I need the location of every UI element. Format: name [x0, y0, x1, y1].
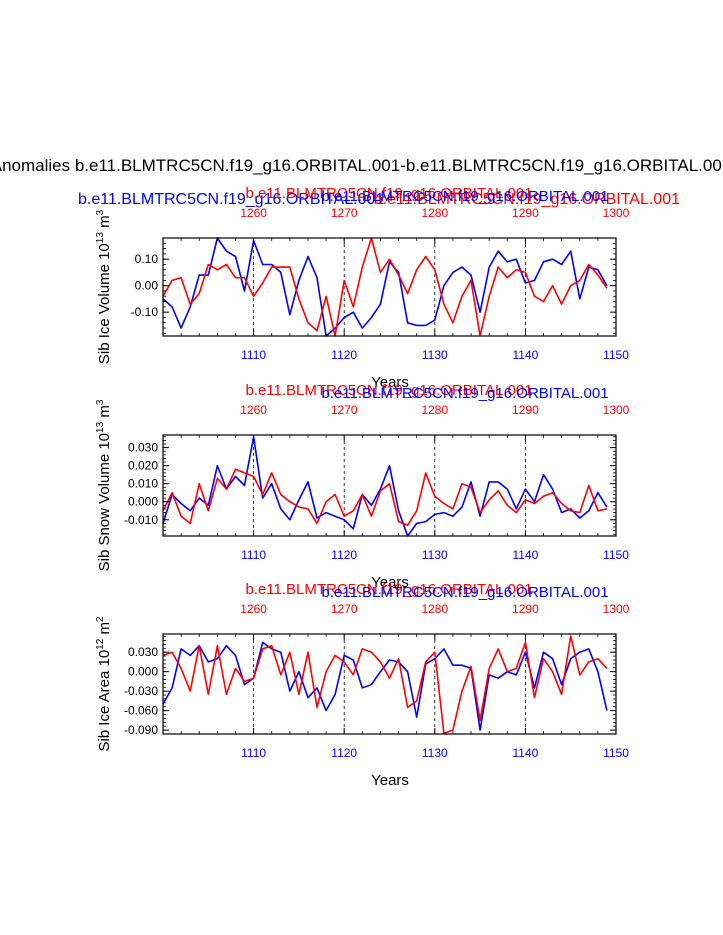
- x-tick-label-bottom: 1120: [331, 348, 357, 362]
- x-tick-label-bottom: 1140: [512, 348, 538, 362]
- x-tick-label-bottom: 1140: [512, 746, 538, 760]
- y-tick-label: 0.030: [128, 645, 158, 659]
- y-label-text: Sib Ice Volume: [96, 264, 113, 364]
- x-tick-label-bottom: 1130: [422, 746, 448, 760]
- x-tick-label-top: 1280: [421, 206, 448, 220]
- x-tick-label-bottom: 1110: [241, 548, 266, 562]
- y-label-unit: m: [96, 215, 113, 228]
- series-line-red: [162, 468, 608, 527]
- y-tick-label: -0.10: [131, 305, 159, 319]
- panel-title-red: b.e11.BLMTRC5CN.f19_g16.ORBITAL.001: [245, 185, 532, 202]
- x-tick-label-bottom: 1150: [603, 746, 629, 760]
- x-tick-label-top: 1260: [240, 602, 267, 616]
- series-line-blue: [162, 641, 608, 731]
- x-tick-label-top: 1260: [240, 206, 267, 220]
- x-tick-label-top: 1290: [512, 206, 539, 220]
- panel-title-blue: b.e11.BLMTRC5CN.f19_g16.ORBITAL.001: [321, 584, 608, 601]
- series-line-blue: [162, 237, 608, 337]
- x-tick-label-top: 1300: [603, 206, 630, 220]
- x-tick-label-bottom: 1130: [422, 548, 448, 562]
- series-line-red: [162, 635, 608, 735]
- x-tick-label-top: 1280: [421, 602, 448, 616]
- y-label-unit-base: 10: [96, 243, 113, 260]
- x-axis-label: Years: [371, 574, 409, 591]
- x-tick-label-top: 1270: [331, 206, 358, 220]
- x-tick-label-top: 1260: [240, 403, 267, 417]
- x-axis-label: Years: [371, 374, 409, 391]
- series-line-blue: [162, 435, 608, 537]
- y-tick-label: -0.030: [124, 684, 158, 698]
- subtitle-red: b.e11.BLMTRC5CN.f19_g16.ORBITAL.001: [374, 191, 680, 208]
- plot-frame: [162, 237, 617, 337]
- x-tick-label-top: 1290: [512, 403, 539, 417]
- y-axis-label: Sib Ice Volume 1013 m3: [95, 209, 113, 364]
- x-tick-label-bottom: 1150: [603, 548, 629, 562]
- x-tick-label-bottom: 1120: [331, 746, 357, 760]
- y-label-unit: m: [96, 405, 113, 418]
- y-label-unit-base: 10: [96, 433, 113, 450]
- x-tick-label-bottom: 1110: [241, 348, 266, 362]
- y-axis-label: Sib Ice Area 1012 m2: [95, 616, 113, 752]
- y-axis-label: Sib Snow Volume 1013 m3: [95, 399, 113, 571]
- y-tick-label: 0.020: [128, 459, 158, 473]
- y-tick-label: -0.090: [124, 723, 158, 737]
- chart-panel-3: -0.090 -0.060 -0.030 0.000 0.030 1110 1120 1130…: [95, 581, 630, 789]
- y-label-unit-power: 3: [95, 209, 106, 215]
- y-tick-label: -0.060: [124, 704, 158, 718]
- y-label-unit-exponent: 12: [95, 638, 106, 650]
- y-tick-label: 0.000: [128, 665, 158, 679]
- y-tick-label: 0.10: [135, 252, 159, 266]
- y-tick-label: 0.030: [128, 441, 158, 455]
- y-label-unit-exponent: 13: [95, 232, 106, 244]
- x-tick-label-top: 1270: [331, 602, 358, 616]
- x-tick-label-bottom: 1130: [422, 348, 448, 362]
- x-tick-label-bottom: 1140: [512, 548, 538, 562]
- y-label-text: Sib Ice Area: [96, 670, 113, 752]
- x-tick-label-bottom: 1120: [331, 548, 357, 562]
- x-tick-label-top: 1300: [603, 403, 630, 417]
- x-tick-label-top: 1270: [331, 403, 358, 417]
- y-label-unit-power: 3: [95, 399, 106, 405]
- panel-title-blue: b.e11.BLMTRC5CN.f19_g16.ORBITAL.001: [321, 385, 608, 402]
- y-label-text: Sib Snow Volume: [96, 454, 113, 572]
- y-tick-label: -0.010: [124, 513, 158, 527]
- y-label-unit-exponent: 13: [95, 421, 106, 433]
- x-tick-label-top: 1300: [603, 602, 630, 616]
- subtitle-blue: b.e11.BLMTRC5CN.f19_g16.ORBITAL.001: [78, 191, 384, 208]
- x-axis-label: Years: [371, 772, 409, 789]
- chart-panel-2: -0.010 0.000 0.010 0.020 0.030 1110 1120 1130 11…: [95, 382, 630, 591]
- x-tick-label-bottom: 1110: [241, 746, 266, 760]
- main-title: Anomalies b.e11.BLMTRC5CN.f19_g16.ORBITA…: [0, 156, 723, 175]
- plot-frame: [162, 633, 617, 735]
- y-tick-label: 0.010: [128, 477, 158, 491]
- series-line-red: [162, 237, 608, 337]
- x-tick-label-top: 1280: [421, 403, 448, 417]
- y-tick-label: 0.000: [128, 495, 158, 509]
- y-label-unit-power: 2: [95, 616, 106, 622]
- x-tick-label-bottom: 1150: [603, 348, 629, 362]
- y-tick-label: 0.00: [135, 279, 159, 293]
- plot-frame: [162, 434, 617, 537]
- y-label-unit-base: 10: [96, 650, 113, 667]
- panel-title-blue: b.e11.BLMTRC5CN.f19_g16.ORBITAL.001: [321, 188, 608, 205]
- y-label-unit: m: [96, 622, 113, 635]
- panel-title-red: b.e11.BLMTRC5CN.f19_g16.ORBITAL.001: [245, 382, 532, 399]
- panel-title-red: b.e11.BLMTRC5CN.f19_g16.ORBITAL.001: [245, 581, 532, 598]
- panels: -0.10 0.00 0.10 1110 1120 1130 1140 1150 1260 127…: [95, 185, 630, 789]
- chart-panel-1: -0.10 0.00 0.10 1110 1120 1130 1140 1150 1260 127…: [95, 185, 630, 391]
- x-tick-label-top: 1290: [512, 602, 539, 616]
